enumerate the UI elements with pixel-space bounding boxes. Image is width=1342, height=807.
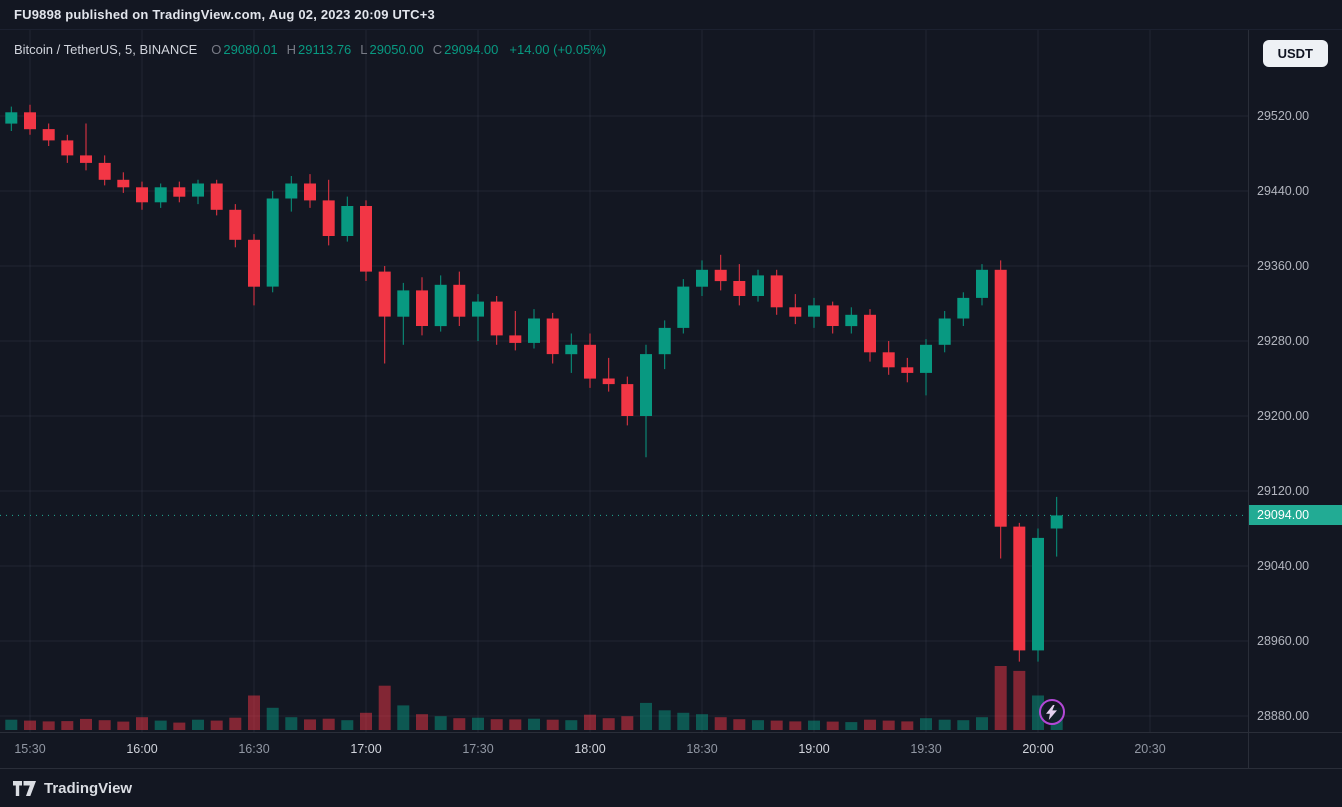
chart-window: Bitcoin / TetherUS, 5, BINANCE O 29080.0… xyxy=(0,30,1342,768)
time-axis[interactable]: 15:30 16:00 16:30 17:00 17:30 18:00 18:30 19:00… xyxy=(0,732,1342,768)
close-value: 29094.00 xyxy=(444,42,499,57)
price-axis[interactable]: 29094.00 29520.00 29440.00 29360.00 29280.0… xyxy=(1248,30,1342,732)
candlestick-chart[interactable] xyxy=(0,30,1248,732)
price-axis-label: 29040.00 xyxy=(1257,559,1310,573)
open-value: 29080.01 xyxy=(223,42,278,57)
symbol-title: Bitcoin / TetherUS, 5, BINANCE xyxy=(14,42,198,57)
price-axis-label: 29360.00 xyxy=(1257,259,1310,273)
time-axis-label: 18:30 xyxy=(686,742,718,756)
price-axis-label: 28880.00 xyxy=(1257,709,1310,723)
open-label: O xyxy=(211,42,222,57)
high-value: 29113.76 xyxy=(298,42,352,57)
price-axis-label: 29120.00 xyxy=(1257,484,1310,498)
high-label: H xyxy=(286,42,297,57)
time-axis-label: 19:30 xyxy=(910,742,942,756)
price-axis-label: 29440.00 xyxy=(1257,184,1310,198)
brand-name: TradingView xyxy=(44,779,133,797)
price-axis-label: 29200.00 xyxy=(1257,409,1310,423)
footer: TradingView xyxy=(0,768,1342,807)
tradingview-logo-icon xyxy=(13,780,36,796)
time-axis-label: 17:00 xyxy=(350,742,382,756)
lightning-marker[interactable] xyxy=(1038,699,1065,725)
time-axis-label: 20:00 xyxy=(1022,742,1054,756)
attribution-bar: FU9898 published on TradingView.com, Aug… xyxy=(0,0,1342,30)
symbol-info-bar: Bitcoin / TetherUS, 5, BINANCE O 29080.0… xyxy=(14,42,606,57)
attribution-text: FU9898 published on TradingView.com, Aug… xyxy=(14,7,435,22)
last-price-label: 29094.00 xyxy=(1249,505,1342,526)
time-axis-label: 17:30 xyxy=(462,742,494,756)
time-axis-label: 18:00 xyxy=(574,742,606,756)
close-label: C xyxy=(432,42,443,57)
time-axis-label: 16:00 xyxy=(126,742,158,756)
price-change: +14.00 (+0.05%) xyxy=(509,42,607,57)
chart-svg xyxy=(0,30,1248,732)
time-axis-label: 15:30 xyxy=(14,742,46,756)
price-axis-label: 28960.00 xyxy=(1257,634,1310,648)
time-axis-label: 20:30 xyxy=(1134,742,1166,756)
tradingview-brand-link[interactable]: TradingView xyxy=(13,780,132,797)
time-axis-label: 16:30 xyxy=(238,742,270,756)
lightning-icon xyxy=(1046,704,1058,720)
axis-corner xyxy=(1248,732,1342,768)
currency-toggle-button[interactable]: USDT xyxy=(1262,40,1328,67)
time-axis-label: 19:00 xyxy=(798,742,830,756)
price-axis-label: 29280.00 xyxy=(1257,334,1310,348)
low-value: 29050.00 xyxy=(369,42,424,57)
chart-pane: Bitcoin / TetherUS, 5, BINANCE O 29080.0… xyxy=(0,30,1248,732)
low-label: L xyxy=(360,42,368,57)
price-axis-label: 29520.00 xyxy=(1257,109,1310,123)
